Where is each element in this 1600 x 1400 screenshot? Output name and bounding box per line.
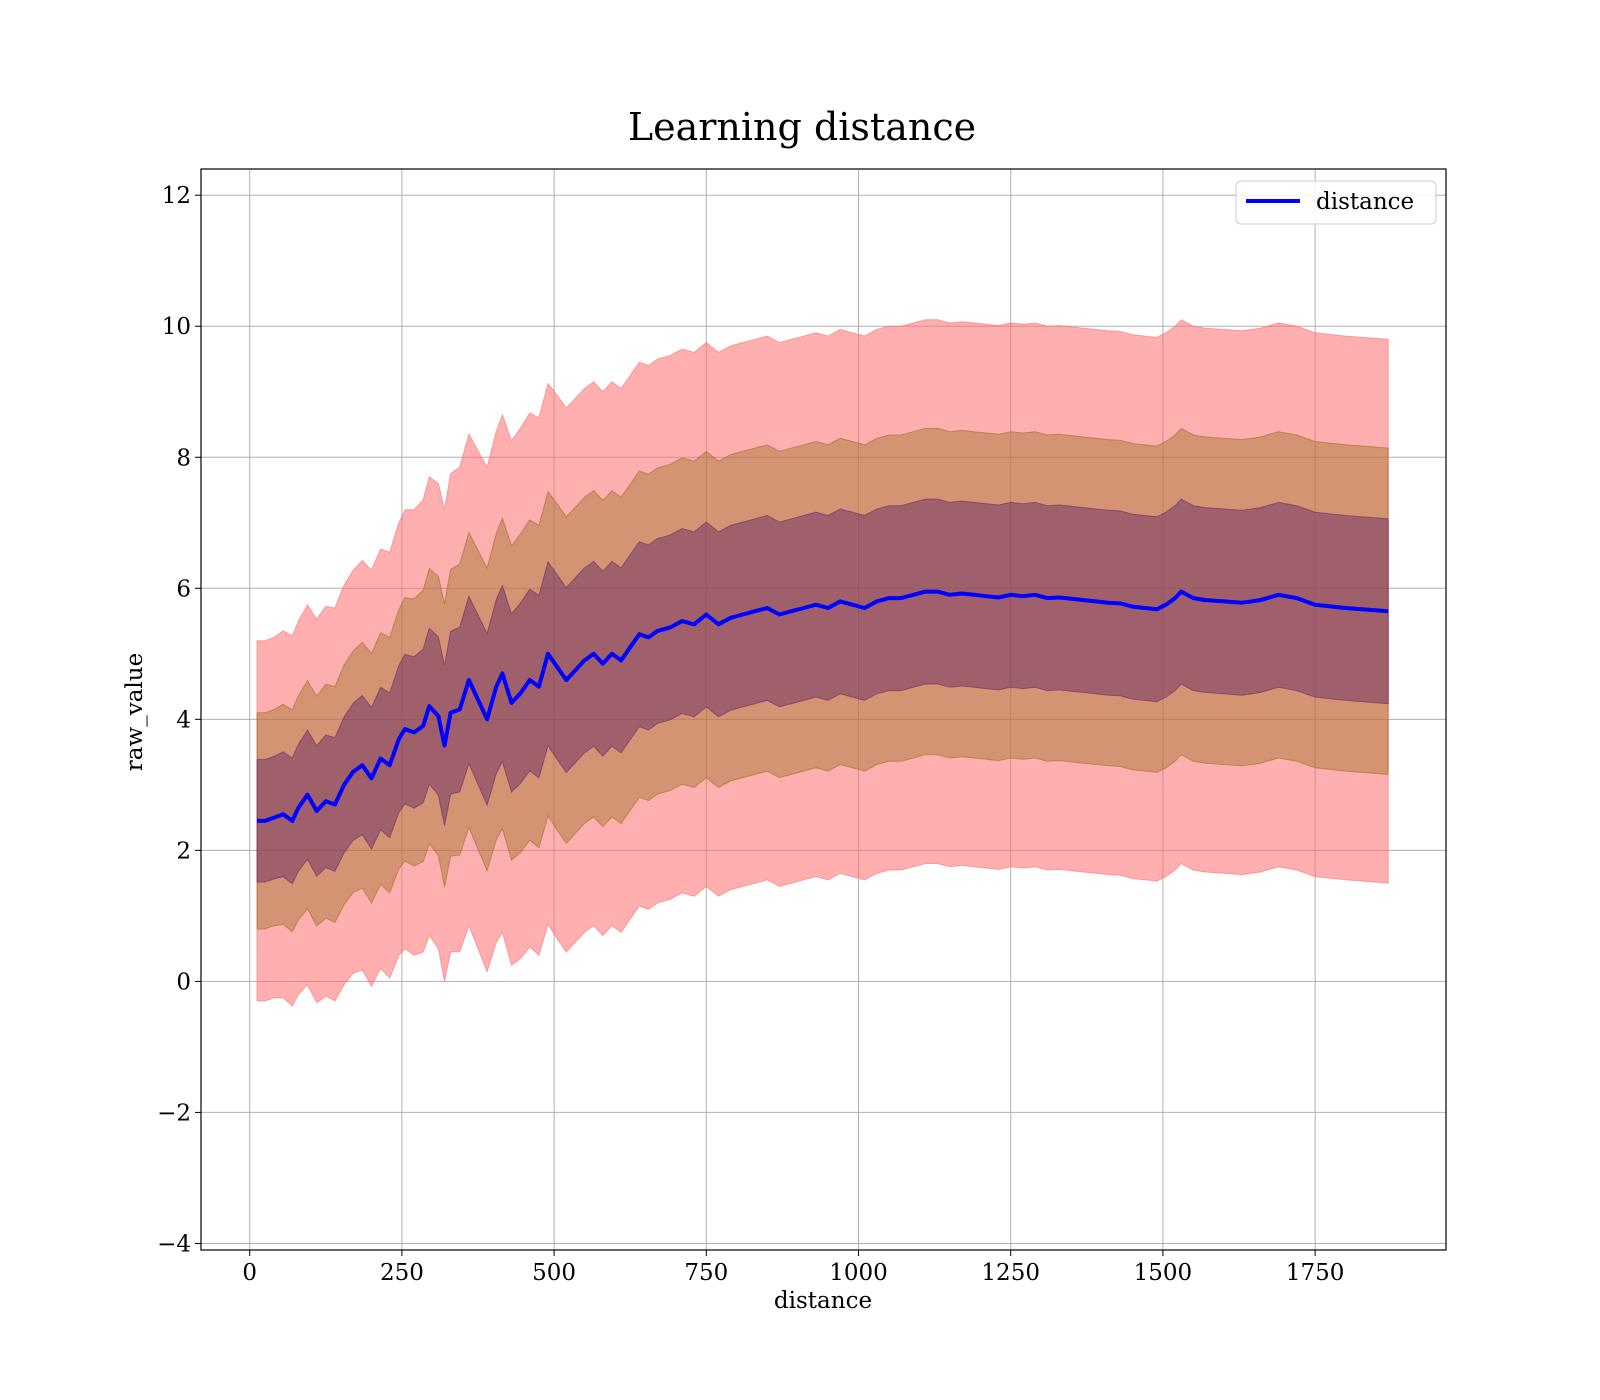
x-tick-label: 1250 xyxy=(981,1260,1040,1286)
series-line-distance xyxy=(257,589,1389,823)
x-tick-label: 250 xyxy=(380,1260,424,1286)
y-tick-label: 0 xyxy=(176,969,191,995)
lines xyxy=(257,589,1389,823)
x-tick-label: 750 xyxy=(684,1260,728,1286)
y-tick-label: 8 xyxy=(176,445,191,471)
y-tick-label: 6 xyxy=(176,576,191,602)
x-tick-label: 500 xyxy=(532,1260,576,1286)
x-tick-label: 1000 xyxy=(829,1260,888,1286)
x-tick-label: 1500 xyxy=(1134,1260,1193,1286)
chart-title: Learning distance xyxy=(628,105,976,149)
confidence-band-2 xyxy=(256,498,1389,885)
plot-area: 0 250 500 750 1000 1250 1500 1750 −4 −2 0 2 4 6 8 10 12 xyxy=(157,168,1447,1286)
legend: distance xyxy=(1235,180,1437,225)
plot-frame xyxy=(200,168,1447,1251)
y-tick-label: −4 xyxy=(157,1231,191,1257)
y-tick-label: 4 xyxy=(176,707,191,733)
x-tick-label: 0 xyxy=(242,1260,257,1286)
y-tick-label: 10 xyxy=(162,314,191,340)
y-tick-label: 2 xyxy=(176,838,191,864)
y-tick-label: 12 xyxy=(162,183,191,209)
bands xyxy=(256,319,1389,1007)
x-tick-label: 1750 xyxy=(1286,1260,1345,1286)
x-axis-ticks: 0 250 500 750 1000 1250 1500 1750 xyxy=(242,1250,1344,1286)
legend-label-distance: distance xyxy=(1316,189,1414,215)
y-axis-ticks: −4 −2 0 2 4 6 8 10 12 xyxy=(157,183,201,1257)
x-axis-label: distance xyxy=(774,1288,872,1314)
legend-box xyxy=(1235,180,1437,225)
y-axis-label: raw_value xyxy=(122,653,148,771)
y-tick-label: −2 xyxy=(157,1100,191,1126)
